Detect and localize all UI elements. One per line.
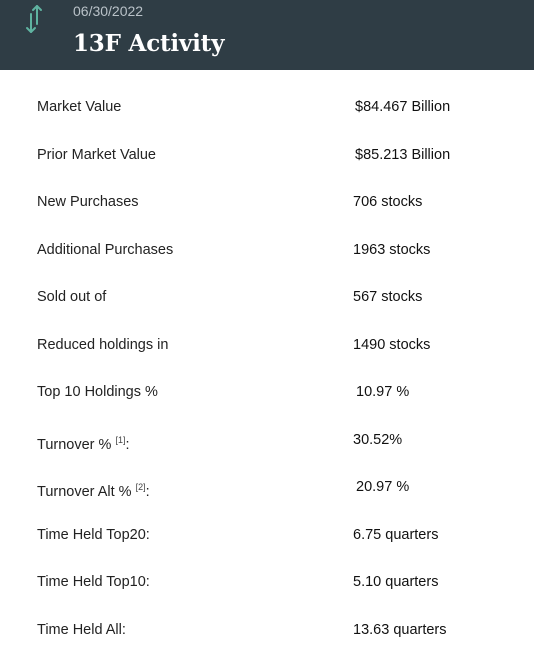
row-new-purchases: New Purchases 706 stocks [0, 192, 534, 239]
row-value: 706 stocks [353, 194, 423, 210]
row-value: 567 stocks [353, 289, 423, 305]
row-label: New Purchases [37, 194, 139, 210]
report-date: 06/30/2022 [73, 3, 144, 19]
row-sold-out: Sold out of 567 stocks [0, 287, 534, 334]
row-reduced-holdings: Reduced holdings in 1490 stocks [0, 335, 534, 382]
row-label: Turnover % [1]: [37, 435, 130, 453]
row-label: Prior Market Value [37, 147, 156, 163]
page-title: 13F Activity [73, 30, 225, 57]
row-value: $84.467 Billion [355, 99, 451, 115]
row-label: Reduced holdings in [37, 337, 169, 353]
row-label: Top 10 Holdings % [37, 384, 158, 400]
row-additional-purchases: Additional Purchases 1963 stocks [0, 240, 534, 287]
row-value: 1490 stocks [353, 337, 431, 353]
row-turnover: Turnover % [1]: 30.52% [0, 430, 534, 477]
row-value: $85.213 Billion [355, 147, 451, 163]
row-top10-holdings: Top 10 Holdings % 10.97 % [0, 382, 534, 429]
up-down-arrows-icon [26, 5, 42, 33]
row-prior-market-value: Prior Market Value $85.213 Billion [0, 145, 534, 192]
row-market-value: Market Value $84.467 Billion [0, 97, 534, 144]
row-label: Time Held Top20: [37, 527, 150, 543]
footnote-link-1[interactable]: [1] [115, 435, 126, 445]
row-label: Time Held All: [37, 622, 126, 638]
row-label: Turnover Alt % [2]: [37, 482, 150, 500]
row-turnover-alt: Turnover Alt % [2]: 20.97 % [0, 477, 534, 524]
row-time-held-top10: Time Held Top10: 5.10 quarters [0, 572, 534, 619]
row-value: 1963 stocks [353, 242, 431, 258]
row-label: Additional Purchases [37, 242, 174, 258]
row-value: 10.97 % [356, 384, 410, 400]
row-value: 20.97 % [356, 479, 410, 495]
row-label: Sold out of [37, 289, 107, 305]
row-label: Market Value [37, 99, 122, 115]
row-value: 6.75 quarters [353, 527, 439, 543]
row-value: 5.10 quarters [353, 574, 439, 590]
row-value: 30.52% [353, 432, 403, 448]
footnote-link-2[interactable]: [2] [135, 482, 146, 492]
row-time-held-top20: Time Held Top20: 6.75 quarters [0, 525, 534, 572]
row-label: Time Held Top10: [37, 574, 150, 590]
row-value: 13.63 quarters [353, 622, 447, 638]
header-bar: 06/30/2022 13F Activity [0, 0, 534, 70]
row-time-held-all: Time Held All: 13.63 quarters [0, 620, 534, 667]
